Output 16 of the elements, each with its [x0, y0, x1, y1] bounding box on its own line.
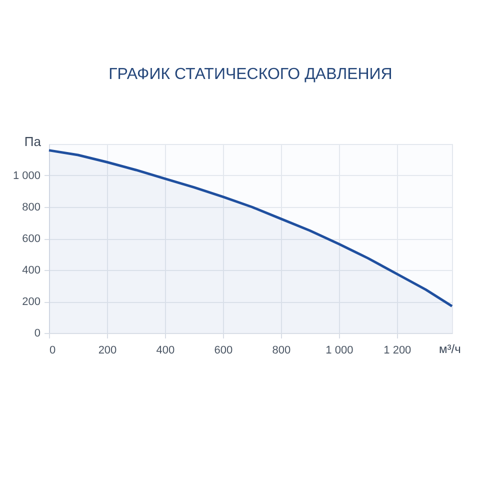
y-tick-label: 600: [22, 233, 40, 245]
y-tick-label: 200: [22, 296, 40, 308]
x-tick-label: 400: [156, 344, 175, 356]
x-tick-label: 0: [50, 344, 56, 356]
x-tick-label: 200: [98, 344, 117, 356]
x-tick-label: 1 200: [384, 344, 412, 356]
y-tick-label: 400: [22, 264, 40, 276]
x-tick-label: 800: [272, 344, 291, 356]
x-axis-title: м³/ч: [439, 342, 461, 356]
x-tick-label: 1 000: [326, 344, 354, 356]
y-tick-label: 800: [22, 202, 40, 214]
y-axis-title: Па: [24, 134, 42, 149]
y-tick-label: 1 000: [12, 170, 40, 182]
chart-title: ГРАФИК СТАТИЧЕСКОГО ДАВЛЕНИЯ: [108, 66, 392, 83]
y-tick-label: 0: [34, 328, 40, 340]
x-tick-label: 600: [214, 344, 233, 356]
